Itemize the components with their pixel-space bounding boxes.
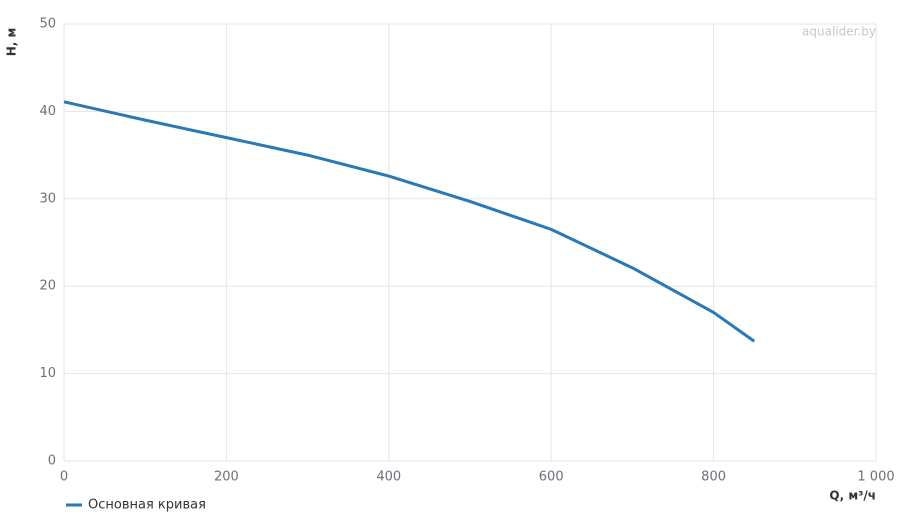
y-tick-label: 20: [39, 279, 56, 294]
y-tick-label: 40: [39, 104, 56, 119]
y-tick-label: 30: [39, 191, 56, 206]
x-axis-label: Q, м³/ч: [829, 489, 876, 503]
y-axis-label: H, м: [5, 28, 19, 57]
y-tick-label: 0: [48, 454, 56, 469]
x-tick-label: 600: [539, 470, 564, 485]
legend-label: Основная кривая: [88, 498, 206, 513]
y-tick-label: 10: [39, 366, 56, 381]
line-series: [63, 100, 756, 343]
y-tick-label: 50: [39, 17, 56, 32]
x-tick-label: 200: [214, 470, 239, 485]
x-tick-label: 1 000: [857, 470, 894, 485]
x-tick-label: 0: [60, 470, 68, 485]
x-tick-label: 800: [701, 470, 726, 485]
watermark: aqualider.by: [802, 25, 876, 39]
x-tick-label: 400: [376, 470, 401, 485]
